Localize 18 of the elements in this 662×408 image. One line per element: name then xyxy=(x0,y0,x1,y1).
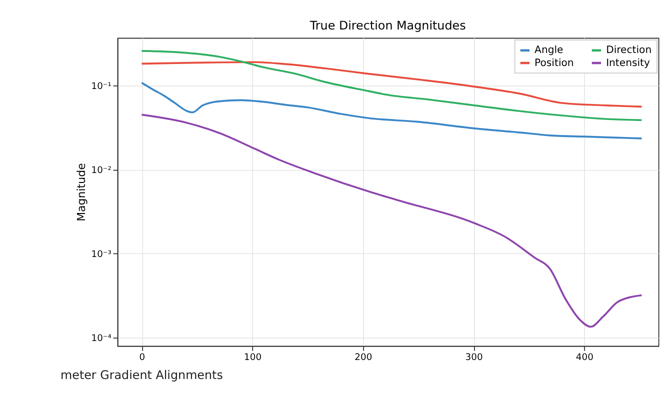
legend-label: Angle xyxy=(534,45,564,56)
line-series xyxy=(140,114,643,328)
x-tick-label: 200 xyxy=(354,352,372,364)
text: meter Gradient Alignments xyxy=(60,368,223,382)
legend-label: Direction xyxy=(606,45,652,56)
y-tick-label: 10⁻⁴ xyxy=(91,332,112,344)
y-tick-label: 10⁻¹ xyxy=(91,80,112,92)
chart-title: True Direction Magnitudes xyxy=(308,18,466,33)
x-tick-label: 0 xyxy=(139,352,146,364)
legend-label: Position xyxy=(534,58,574,69)
x-tick-label: 300 xyxy=(465,352,483,364)
x-tick-label: 100 xyxy=(244,352,262,364)
line-series xyxy=(140,82,643,140)
y-tick-label: 10⁻³ xyxy=(91,248,112,260)
y-tick-label: 10⁻² xyxy=(91,164,112,176)
y-axis-title: Magnitude xyxy=(74,162,88,222)
legend-label: Intensity xyxy=(606,58,650,69)
x-tick-label: 400 xyxy=(576,352,594,364)
